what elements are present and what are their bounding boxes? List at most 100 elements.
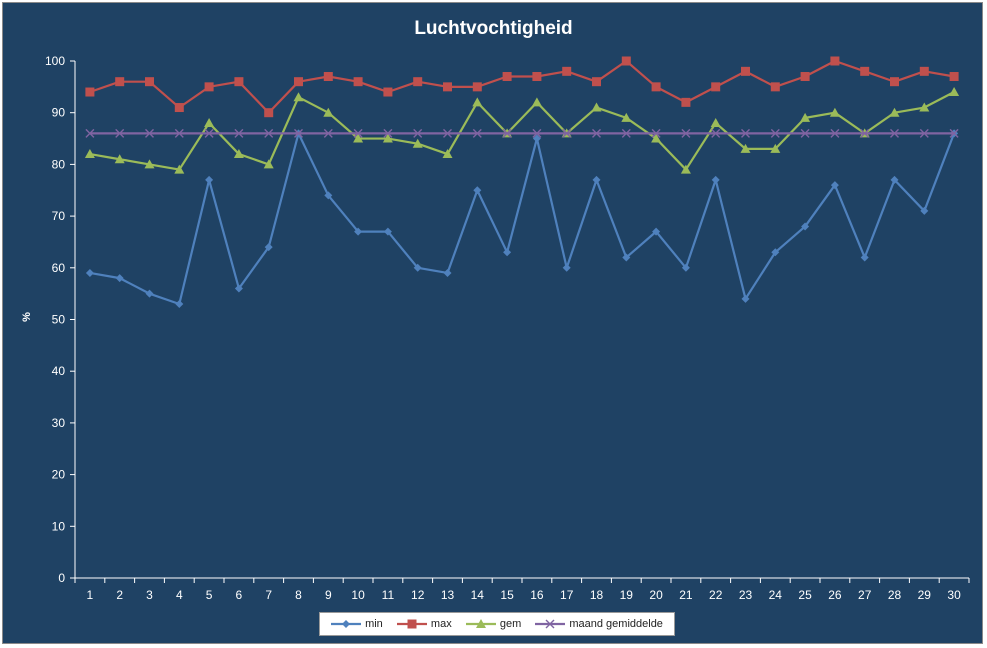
legend-label-gem: gem	[499, 618, 522, 630]
point-max-16	[532, 72, 542, 82]
point-gem-30	[949, 87, 960, 97]
point-max-22	[711, 82, 721, 92]
point-maand-gemiddelde-19	[621, 128, 631, 138]
point-maand-gemiddelde-28	[890, 128, 899, 138]
x-tick-label-11: 11	[382, 588, 395, 602]
legend-label-maand-gemiddelde: maand gemiddelde	[569, 618, 663, 630]
y-tick-label-60: 60	[52, 261, 66, 275]
point-min-15	[503, 248, 512, 257]
x-tick-label-27: 27	[858, 588, 872, 602]
legend-label-min: min	[365, 618, 383, 630]
legend-label-max: max	[430, 618, 452, 630]
point-max-27	[860, 66, 870, 76]
x-tick-label-10: 10	[351, 588, 365, 602]
x-tick-label-2: 2	[116, 588, 123, 602]
legend-item-max: max	[396, 618, 452, 630]
x-tick-label-18: 18	[590, 588, 604, 602]
legend-item-min: min	[331, 618, 383, 630]
y-tick-label-0: 0	[58, 571, 65, 585]
point-gem-8	[293, 92, 304, 102]
x-tick-label-28: 28	[888, 588, 902, 602]
point-min-22	[711, 175, 720, 184]
point-gem-23	[740, 143, 751, 153]
point-maand-gemiddelde-7	[264, 128, 274, 138]
point-gem-4	[174, 164, 185, 174]
legend-key-min	[331, 620, 362, 628]
point-min-10	[354, 227, 363, 236]
point-max-13	[443, 82, 452, 92]
point-max-15	[502, 72, 512, 82]
point-maand-gemiddelde-9	[323, 128, 333, 138]
point-max-18	[592, 77, 601, 87]
y-tick-label-80: 80	[52, 157, 66, 171]
point-min-4	[175, 299, 184, 308]
x-tick-label-6: 6	[236, 588, 243, 602]
point-min-7	[264, 243, 273, 252]
point-gem-20	[651, 133, 662, 143]
point-min-11	[383, 227, 392, 236]
point-maand-gemiddelde-18	[592, 128, 601, 138]
point-max-30	[949, 72, 959, 82]
point-max-26	[830, 56, 840, 66]
y-tick-label-70: 70	[52, 209, 66, 223]
point-gem-10	[353, 133, 364, 143]
point-gem-22	[710, 118, 721, 128]
point-maand-gemiddelde-10	[353, 128, 363, 138]
point-max-12	[413, 77, 423, 87]
x-tick-label-4: 4	[176, 588, 183, 602]
point-gem-16	[531, 97, 542, 107]
point-max-20	[651, 82, 661, 92]
x-tick-label-13: 13	[441, 588, 455, 602]
point-maand-gemiddelde-17	[562, 128, 572, 138]
x-tick-label-21: 21	[679, 588, 693, 602]
legend-item-gem: gem	[465, 618, 522, 630]
series-line-gem	[89, 91, 955, 171]
point-gem-26	[829, 107, 840, 117]
legend-key-maand-gemiddelde	[535, 619, 566, 629]
point-gem-13	[442, 149, 453, 159]
point-min-5	[205, 175, 214, 184]
point-min-12	[413, 263, 422, 272]
point-gem-25	[800, 112, 811, 122]
point-max-23	[741, 66, 750, 76]
point-min-23	[741, 294, 750, 303]
point-maand-gemiddelde-8	[294, 128, 303, 138]
x-tick-label-9: 9	[325, 588, 332, 602]
point-maand-gemiddelde-29	[919, 128, 929, 138]
y-tick-label-50: 50	[52, 313, 66, 327]
point-max-8	[294, 77, 303, 87]
point-maand-gemiddelde-2	[115, 128, 125, 138]
x-tick-label-12: 12	[411, 588, 425, 602]
x-tick-label-16: 16	[530, 588, 544, 602]
point-gem-2	[114, 154, 125, 164]
point-gem-11	[382, 133, 393, 143]
point-min-16	[532, 134, 541, 143]
x-tick-label-29: 29	[918, 588, 932, 602]
x-tick-label-5: 5	[206, 588, 213, 602]
point-maand-gemiddelde-12	[413, 128, 423, 138]
point-max-28	[890, 77, 899, 87]
point-gem-12	[412, 138, 423, 148]
point-max-1	[85, 87, 95, 97]
y-tick-label-20: 20	[52, 468, 66, 482]
x-tick-label-3: 3	[146, 588, 153, 602]
x-tick-label-7: 7	[265, 588, 272, 602]
point-gem-14	[472, 97, 483, 107]
point-maand-gemiddelde-13	[443, 128, 452, 138]
point-gem-9	[323, 107, 334, 117]
point-gem-24	[770, 143, 781, 153]
x-tick-label-8: 8	[295, 588, 302, 602]
point-gem-6	[233, 149, 244, 159]
point-min-20	[652, 227, 661, 236]
point-min-18	[592, 175, 601, 184]
point-gem-28	[889, 107, 900, 117]
point-max-4	[174, 103, 184, 113]
point-min-24	[771, 248, 780, 257]
point-gem-3	[144, 159, 155, 169]
point-maand-gemiddelde-25	[800, 128, 810, 138]
point-max-24	[770, 82, 780, 92]
point-maand-gemiddelde-11	[383, 128, 393, 138]
point-min-1	[85, 268, 94, 277]
y-tick-label-30: 30	[52, 416, 66, 430]
